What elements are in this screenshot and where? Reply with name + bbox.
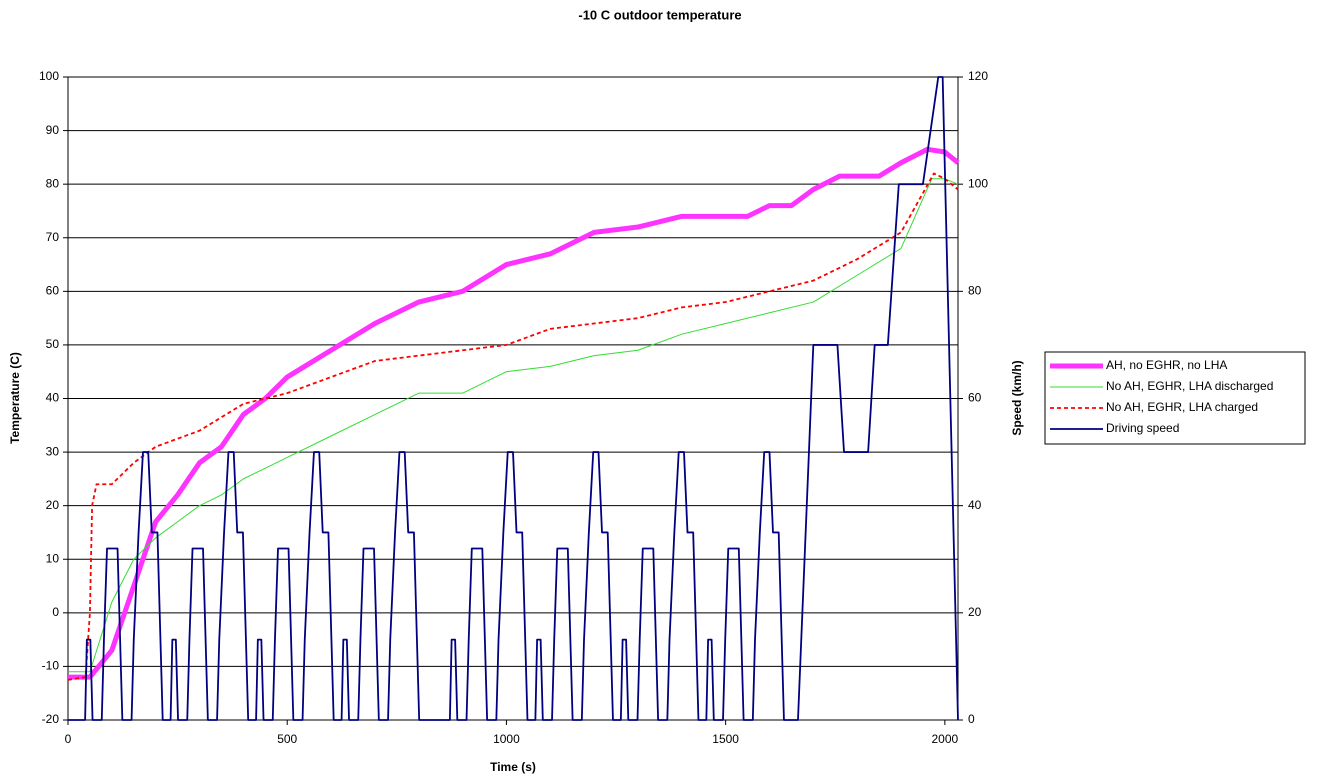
- y-tick-label: 60: [46, 284, 60, 298]
- y-tick-label: 40: [46, 391, 60, 405]
- legend-label: No AH, EGHR, LHA discharged: [1106, 379, 1273, 393]
- y-tick-label: 70: [46, 230, 60, 244]
- y2-tick-label: 100: [968, 176, 988, 190]
- y-tick-label: 100: [39, 69, 59, 83]
- data-line: [68, 146, 960, 680]
- y2-tick-label: 80: [968, 284, 982, 298]
- y-tick-label: -10: [42, 659, 60, 673]
- y-tick-label: 0: [52, 605, 59, 619]
- legend-label: AH, no EGHR, no LHA: [1106, 358, 1227, 372]
- chart-title: -10 C outdoor temperature: [578, 7, 741, 22]
- y-tick-label: 20: [46, 498, 60, 512]
- y2-tick-label: 120: [968, 69, 988, 83]
- x-tick-label: 500: [277, 732, 297, 746]
- y-tick-label: -20: [42, 712, 60, 726]
- plot-frame: [67, 76, 959, 721]
- y-tick-label: 30: [46, 444, 60, 458]
- y2-axis-label: Speed (km/h): [1010, 360, 1024, 435]
- y-tick-label: 10: [46, 551, 60, 565]
- legend-label: No AH, EGHR, LHA charged: [1106, 400, 1258, 414]
- y-axis-label: Temperature (C): [8, 352, 22, 444]
- data-line: [67, 172, 959, 681]
- y-tick-label: 50: [46, 337, 60, 351]
- x-tick-label: 2000: [931, 732, 958, 746]
- y2-tick-label: 60: [968, 391, 982, 405]
- y2-tick-label: 0: [968, 712, 975, 726]
- data-line: [68, 76, 959, 721]
- y-tick-label: 90: [46, 123, 60, 137]
- y2-tick-label: 40: [968, 498, 982, 512]
- y2-tick-label: 20: [968, 605, 982, 619]
- x-tick-label: 1500: [712, 732, 739, 746]
- x-tick-label: 0: [65, 732, 72, 746]
- y-tick-label: 80: [46, 176, 60, 190]
- x-tick-label: 1000: [493, 732, 520, 746]
- data-line: [68, 178, 959, 673]
- legend-label: Driving speed: [1106, 421, 1179, 435]
- x-axis-label: Time (s): [490, 760, 536, 774]
